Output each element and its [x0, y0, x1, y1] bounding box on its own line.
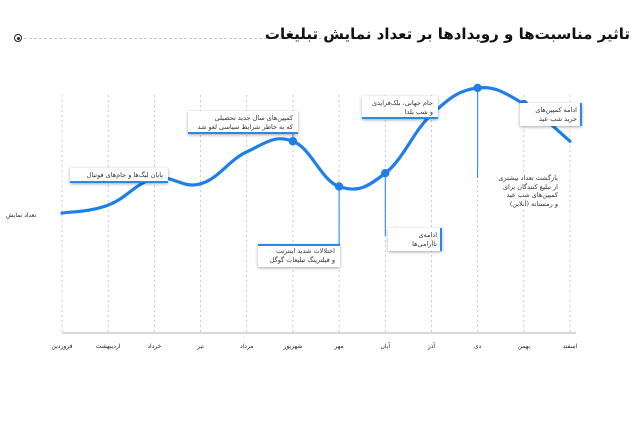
x-tick-label: فروردین: [51, 343, 73, 350]
annotation-winter-campaigns: بازگشت تعداد بیشتری از تبلیغ کنندگان برا…: [478, 174, 558, 208]
data-point: [288, 137, 298, 146]
header-divider: [24, 38, 362, 39]
annotation-newyear-shopping: ادامه کمپین‌های خرید شب عید: [520, 103, 582, 126]
annotation-internet-disruption: اختلالات شدید اینترنت و فیلترینگ تبلیغات…: [258, 244, 340, 267]
x-tick-label: مهر: [334, 343, 344, 350]
x-tick-label: دی: [473, 343, 482, 350]
x-tick-label: خرداد: [147, 343, 162, 350]
data-point: [334, 182, 344, 191]
annotation-unrest: ادامه‌ی ناآرامی‌ها: [388, 228, 442, 251]
x-tick-label: آبان: [380, 343, 391, 350]
x-tick-label: مرداد: [239, 343, 254, 350]
annotation-school-campaigns: کمپین‌های سال جدید تحصیلی که به خاطر شرا…: [188, 111, 298, 134]
chart-title: تاثیر مناسبت‌ها و رویدادها بر تعداد نمای…: [264, 25, 630, 43]
x-tick-label: بهمن: [517, 343, 531, 350]
x-tick-label: آذر: [427, 343, 436, 350]
y-axis-label: تعداد نمایش: [6, 212, 37, 219]
grid-lines: [61, 95, 571, 333]
data-points: [150, 83, 529, 191]
annotation-worldcup-yalda: جام جهانی، بلک‌فرایدی و شب یلدا: [362, 96, 438, 119]
header-bullet-icon: [14, 34, 22, 42]
x-tick-label: اسفند: [562, 343, 578, 350]
x-tick-label: تیر: [197, 343, 204, 350]
annotation-football: پایان لیگ‌ها و جام‌های فوتبال: [70, 168, 168, 183]
x-tick-label: اردیبهشت: [95, 343, 121, 350]
data-point: [473, 83, 482, 93]
x-tick-label: شهریور: [283, 343, 303, 350]
data-point: [381, 168, 390, 178]
